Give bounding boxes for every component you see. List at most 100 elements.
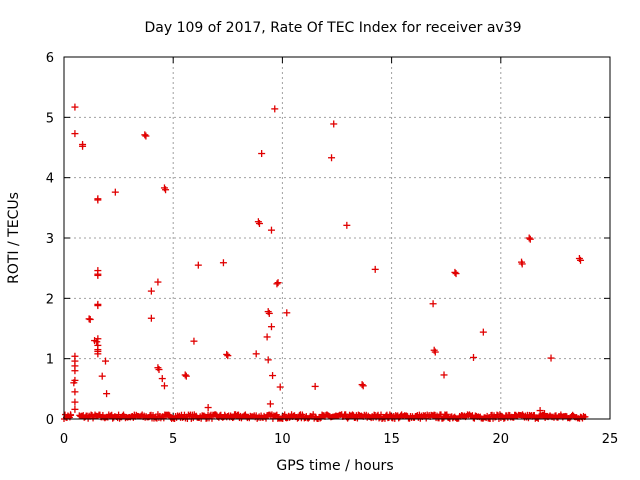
baseline-point	[201, 412, 208, 419]
baseline-point	[443, 411, 450, 418]
data-point	[147, 314, 155, 322]
data-point	[147, 287, 155, 295]
data-point	[470, 353, 477, 361]
data-point	[219, 259, 227, 267]
x-axis-label: GPS time / hours	[276, 458, 393, 474]
data-point	[359, 382, 367, 390]
data-point	[71, 103, 79, 111]
axis-ticks: 0 5 10 15 20 25 0 1 2 3 4 5 6	[46, 51, 619, 447]
data-point	[311, 382, 319, 390]
data-point	[94, 302, 102, 310]
baseline-point	[61, 411, 68, 418]
baseline-point	[207, 412, 214, 419]
x-tick-label: 0	[60, 432, 68, 447]
data-point	[540, 410, 548, 418]
chart-title: Day 109 of 2017, Rate Of TEC Index for r…	[144, 20, 521, 36]
x-tick-label: 10	[274, 432, 291, 447]
y-tick-label: 2	[46, 292, 54, 307]
data-point	[223, 350, 231, 358]
data-point	[194, 261, 202, 269]
data-point	[265, 309, 273, 317]
data-point	[155, 366, 163, 374]
data-point	[101, 357, 109, 365]
data-point	[547, 354, 555, 362]
y-tick-label: 5	[46, 111, 54, 126]
data-point	[71, 405, 79, 413]
data-point	[71, 398, 79, 406]
data-point	[263, 333, 271, 341]
data-point	[452, 270, 460, 278]
data-point	[94, 271, 102, 279]
x-tick-label: 15	[383, 432, 400, 447]
data-point	[429, 300, 437, 308]
data-point	[111, 188, 119, 196]
data-point	[181, 371, 189, 379]
data-point	[70, 379, 78, 387]
plot-frame	[63, 56, 611, 420]
data-point	[328, 154, 336, 162]
y-tick-label: 3	[46, 232, 54, 247]
data-point	[154, 278, 162, 286]
data-point	[271, 105, 279, 113]
data-point	[71, 130, 79, 138]
data-point	[204, 404, 212, 412]
data-point	[71, 367, 79, 375]
baseline-point	[386, 411, 393, 418]
data-point	[358, 381, 366, 389]
y-tick-label: 1	[46, 353, 54, 368]
data-point	[224, 352, 232, 360]
data-point	[526, 235, 534, 243]
data-point	[451, 268, 459, 276]
data-point	[264, 356, 272, 364]
data-point	[371, 265, 379, 273]
baseline-point	[160, 415, 167, 422]
data-point	[71, 388, 79, 396]
data-point	[283, 309, 291, 317]
data-point	[158, 375, 166, 383]
data-points	[67, 103, 585, 419]
data-point	[255, 220, 263, 228]
data-point	[276, 383, 284, 391]
data-point	[518, 260, 526, 268]
data-point	[525, 234, 533, 242]
baseline-point	[273, 411, 280, 418]
data-point	[440, 371, 448, 379]
baseline-point-band	[61, 411, 589, 422]
data-point	[94, 335, 102, 343]
data-point	[141, 131, 149, 139]
data-point	[266, 400, 274, 408]
baseline-point	[272, 412, 279, 419]
data-point	[182, 372, 190, 380]
data-point	[267, 323, 275, 331]
data-point	[269, 372, 277, 380]
data-point	[577, 256, 585, 264]
y-axis-label: ROTI / TECUs	[6, 192, 22, 284]
data-point	[479, 328, 487, 336]
data-point	[536, 407, 544, 415]
x-tick-label: 5	[169, 432, 177, 447]
data-point	[273, 280, 281, 288]
data-point	[190, 337, 198, 345]
data-point	[79, 142, 87, 150]
data-point	[160, 382, 168, 390]
baseline-point	[281, 411, 288, 418]
data-point	[343, 221, 351, 229]
data-point	[431, 348, 439, 356]
data-point	[103, 390, 111, 398]
baseline-point	[286, 414, 293, 421]
y-tick-label: 6	[46, 51, 54, 66]
data-point	[258, 150, 266, 158]
baseline-point	[165, 411, 172, 418]
data-point	[274, 279, 282, 287]
x-tick-label: 20	[493, 432, 510, 447]
data-point	[94, 350, 102, 358]
data-point	[267, 226, 275, 234]
data-point	[94, 196, 102, 204]
data-point	[93, 338, 101, 346]
data-point	[67, 411, 75, 419]
baseline-point	[349, 411, 356, 418]
grid-lines	[64, 57, 610, 419]
y-tick-label: 4	[46, 172, 54, 187]
x-tick-label: 25	[602, 432, 619, 447]
